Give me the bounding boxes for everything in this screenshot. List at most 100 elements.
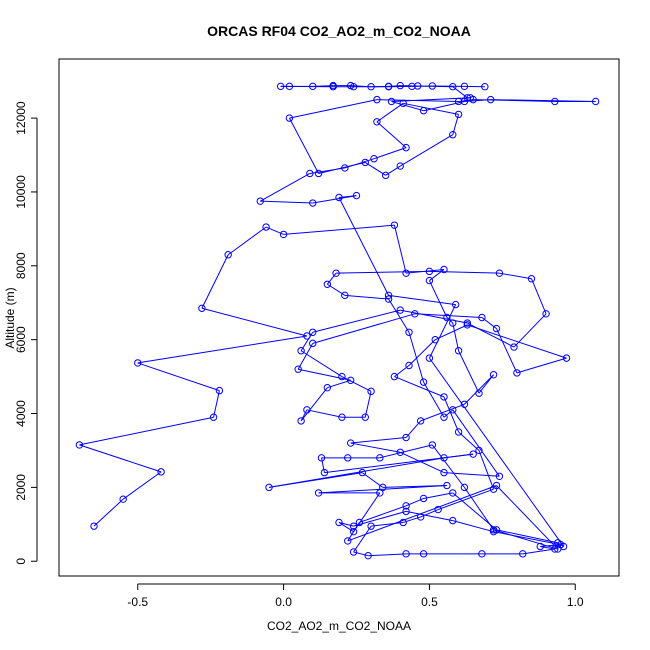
x-tick-label: 0.5 <box>421 595 438 609</box>
data-point <box>396 448 404 456</box>
series-segment <box>312 195 357 204</box>
series-segment <box>405 510 453 522</box>
series-segment <box>347 485 497 542</box>
data-point <box>396 306 404 314</box>
data-point <box>309 199 317 207</box>
data-point <box>425 354 434 362</box>
data-point <box>309 339 317 348</box>
series-segment <box>499 272 532 280</box>
data-point <box>381 171 390 180</box>
data-point <box>405 361 413 370</box>
data-point <box>440 468 448 477</box>
series-segment <box>408 339 436 366</box>
data-point <box>309 328 317 336</box>
series-segment <box>362 472 384 488</box>
series-segment <box>324 453 474 474</box>
data-point <box>419 550 428 558</box>
data-point <box>346 376 355 384</box>
data-point <box>309 82 317 91</box>
data-point <box>358 468 367 477</box>
series-segment <box>227 226 267 256</box>
series-segment <box>414 313 482 318</box>
data-point <box>285 114 294 122</box>
series-lines <box>79 85 596 557</box>
data-point <box>276 82 285 91</box>
data-point <box>320 468 329 477</box>
data-point <box>440 265 448 274</box>
x-tick-label: 1.0 <box>567 595 584 609</box>
data-point <box>492 481 501 490</box>
y-tick-label: 12000 <box>14 101 28 135</box>
data-point <box>338 372 346 381</box>
x-tick-label: 0.0 <box>275 595 292 609</box>
series-segment <box>364 161 386 176</box>
data-point <box>489 371 498 379</box>
series-segment <box>326 272 337 285</box>
series-segment <box>350 437 407 444</box>
data-point <box>443 481 451 490</box>
series-segment <box>490 99 596 102</box>
y-axis: 0 2000 4000 6000 8000 10000 12000 <box>14 101 38 565</box>
data-point <box>370 155 378 163</box>
series-segment <box>368 553 407 557</box>
y-tick-label: 6000 <box>14 326 28 353</box>
chart-title: ORCAS RF04 CO2_AO2_m_CO2_NOAA <box>207 23 471 39</box>
series-segment <box>431 444 465 488</box>
data-point <box>454 97 463 106</box>
data-point <box>224 251 232 259</box>
data-point <box>314 169 323 178</box>
data-point <box>519 550 527 558</box>
data-point <box>384 82 393 91</box>
data-point <box>451 300 460 309</box>
data-point <box>405 328 413 336</box>
series-segment <box>423 492 453 499</box>
series-segment <box>388 298 410 333</box>
series-segment <box>478 450 495 490</box>
series-segment <box>496 529 558 544</box>
data-point <box>306 169 314 178</box>
series-segment <box>122 471 162 500</box>
series-segment <box>289 99 378 119</box>
data-point <box>279 230 288 239</box>
data-point <box>262 223 270 231</box>
series-segment <box>379 444 433 459</box>
series-segment <box>300 387 328 422</box>
data-point <box>460 400 469 408</box>
series-segment <box>350 442 401 453</box>
data-point <box>510 343 518 351</box>
data-point <box>364 551 372 560</box>
data-point <box>492 526 501 534</box>
series-segment <box>376 121 407 149</box>
data-point <box>390 372 399 381</box>
data-point <box>399 518 407 527</box>
data-point <box>198 304 206 312</box>
series-segment <box>423 100 465 112</box>
x-tick-label: -0.5 <box>127 595 148 609</box>
data-point <box>367 387 375 396</box>
data-point <box>134 359 142 367</box>
series-segment <box>283 224 395 235</box>
data-point <box>361 413 369 421</box>
series-segment <box>388 294 456 306</box>
data-point <box>449 489 457 497</box>
data-point <box>489 526 498 534</box>
series-segment <box>452 520 494 533</box>
data-point <box>419 494 428 503</box>
data-point <box>332 269 340 277</box>
data-point <box>119 495 127 503</box>
data-point <box>402 507 410 516</box>
data-point <box>335 518 343 527</box>
data-point <box>475 446 483 455</box>
series-segment <box>79 444 162 473</box>
data-point <box>428 441 437 449</box>
data-point <box>376 489 384 497</box>
data-point <box>440 413 448 421</box>
data-point <box>303 332 311 340</box>
data-point <box>379 483 387 492</box>
series-segment <box>467 324 567 359</box>
series-segment <box>344 294 389 300</box>
data-point <box>402 502 410 510</box>
y-tick-label: 8000 <box>14 252 28 279</box>
series-segment <box>376 102 404 123</box>
